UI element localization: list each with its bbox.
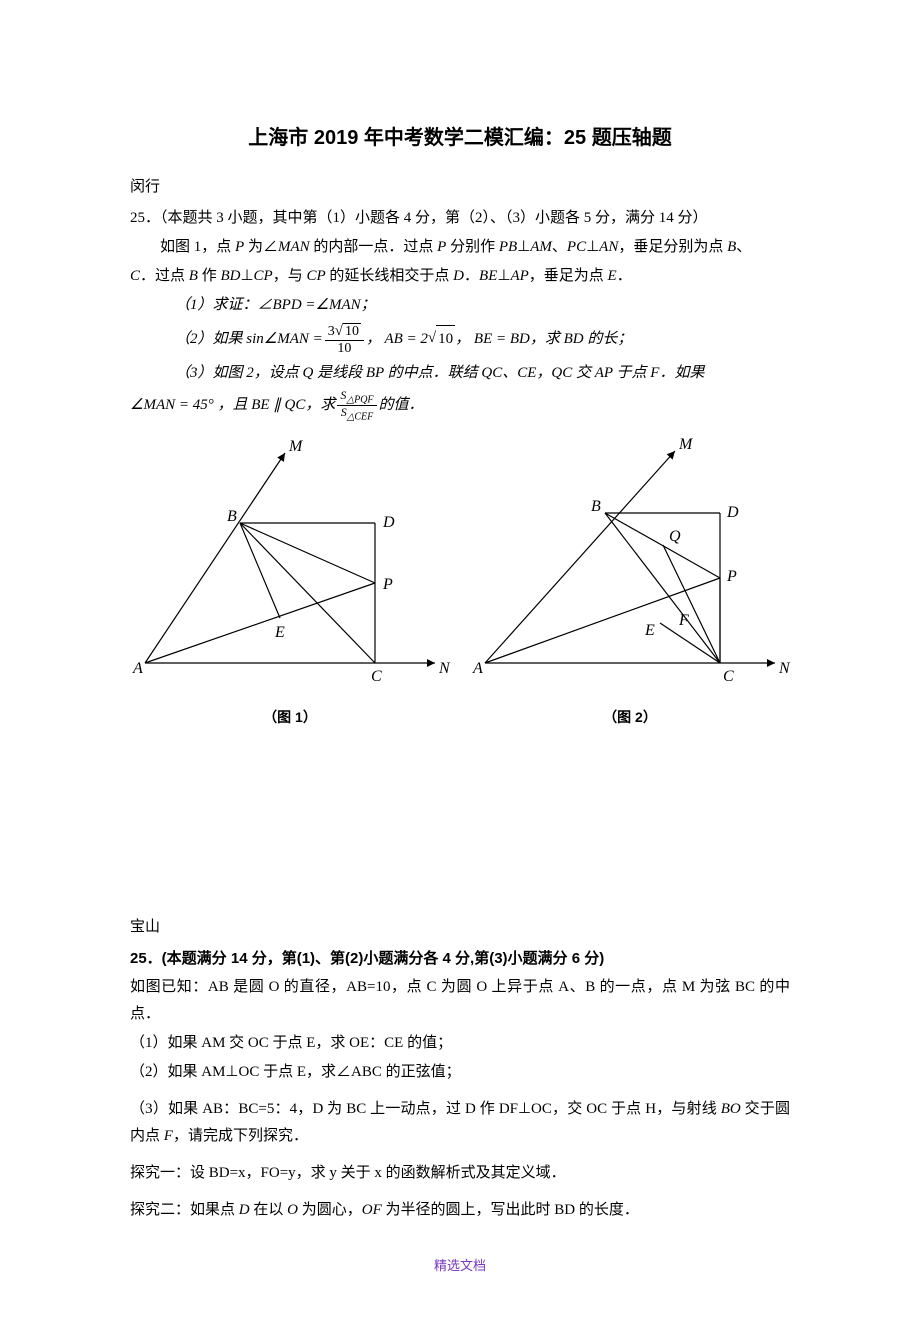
problem1-q1: （1）求证：∠BPD =∠MAN； xyxy=(130,292,790,319)
svg-text:P: P xyxy=(726,568,737,585)
var-an: AN xyxy=(599,239,618,255)
svg-text:M: M xyxy=(678,436,694,453)
explore2-text: 探究二：如果点 D 在以 O 为圆心，OF 为半径的圆上，写出此时 BD 的长度… xyxy=(130,1202,639,1218)
figure-2-svg: A C N P D B M E Q F xyxy=(465,433,795,693)
var-e: E xyxy=(608,268,617,284)
text: 的延长线相交于点 xyxy=(326,268,454,284)
problem1-q3-line2: ∠MAN = 45° ，且 BE ∥ QC，求 S△PQF S△CEF 的值． xyxy=(130,389,790,423)
spacer xyxy=(130,750,790,910)
text: 的内部一点．过点 xyxy=(310,239,438,255)
var-man: MAN xyxy=(278,239,310,255)
q3-end: 的值． xyxy=(379,392,424,419)
problem1-q2: （2）如果 sin∠MAN = 310 10 ， AB = 210 ， BE =… xyxy=(130,323,790,356)
figure-1-caption: （图 1） xyxy=(125,705,455,730)
var-p: P xyxy=(235,239,244,255)
svg-text:D: D xyxy=(382,514,395,531)
text: 为∠ xyxy=(244,239,278,255)
var-b: B xyxy=(727,239,736,255)
svg-text:F: F xyxy=(678,612,689,629)
svg-text:N: N xyxy=(778,660,791,677)
svg-text:C: C xyxy=(371,668,382,685)
svg-text:Q: Q xyxy=(669,528,681,545)
svg-text:E: E xyxy=(274,624,285,641)
perp: ⊥ xyxy=(586,239,599,255)
page-footer: 精选文档 xyxy=(130,1254,790,1277)
svg-text:B: B xyxy=(227,508,237,525)
text: ．过点 xyxy=(140,268,189,284)
text: ，与 xyxy=(273,268,307,284)
q3-prefix: ∠MAN = 45° ，且 BE ∥ QC，求 xyxy=(130,392,335,419)
page-title: 上海市 2019 年中考数学二模汇编：25 题压轴题 xyxy=(130,120,790,156)
sqrt: 10 xyxy=(428,325,455,353)
problem2-explore1: 探究一：设 BD=x，FO=y，求 y 关于 x 的函数解析式及其定义域． xyxy=(130,1160,790,1187)
text: 、 xyxy=(736,239,751,255)
text: ，垂足为点 xyxy=(529,268,608,284)
num-text: 310 xyxy=(328,324,361,339)
perp: ⊥ xyxy=(497,268,510,284)
svg-text:D: D xyxy=(726,504,739,521)
svg-text:P: P xyxy=(382,576,393,593)
document-page: 上海市 2019 年中考数学二模汇编：25 题压轴题 闵行 25．（本题共 3 … xyxy=(0,0,920,1317)
perp: ⊥ xyxy=(240,268,253,284)
var-bd: BD xyxy=(220,268,240,284)
district-label-1: 闵行 xyxy=(130,174,790,201)
svg-text:C: C xyxy=(723,668,734,685)
problem1-intro-line2: C．过点 B 作 BD⊥CP，与 CP 的延长线相交于点 D．BE⊥AP，垂足为… xyxy=(130,263,790,290)
figure-row: ACNPDBME （图 1） ACNPDBMEQF （图 2） xyxy=(130,433,790,730)
var-b: B xyxy=(189,268,198,284)
text: ，垂足分别为点 xyxy=(618,239,727,255)
district-label-2: 宝山 xyxy=(130,914,790,941)
problem2-intro: 如图已知：AB 是圆 O 的直径，AB=10，点 C 为圆 O 上异于点 A、B… xyxy=(130,974,790,1028)
var-p: P xyxy=(437,239,446,255)
figure-1-svg: A C N P D B M E xyxy=(125,433,455,693)
svg-text:A: A xyxy=(132,660,143,677)
text: ． xyxy=(617,268,632,284)
figure-1-block: A C N P D B M E （图 1） xyxy=(125,433,455,730)
var-d: D xyxy=(453,268,464,284)
svg-text:B: B xyxy=(591,498,601,515)
text: 分别作 xyxy=(446,239,499,255)
svg-text:A: A xyxy=(472,660,483,677)
problem2-q2: （2）如果 AM⊥OC 于点 E，求∠ABC 的正弦值； xyxy=(130,1059,790,1086)
var-cp: CP xyxy=(306,268,325,284)
q2-end: ， BE = BD，求 BD 的长； xyxy=(455,326,632,353)
problem2-q1: （1）如果 AM 交 OC 于点 E，求 OE：CE 的值； xyxy=(130,1030,790,1057)
figure-2-block: A C N P D B M E Q F （图 2） xyxy=(465,433,795,730)
svg-text:N: N xyxy=(438,660,451,677)
var-am: AM xyxy=(530,239,552,255)
q2-prefix: （2）如果 sin∠MAN = xyxy=(175,326,323,353)
svg-text:E: E xyxy=(644,622,655,639)
problem1-header: 25．（本题共 3 小题，其中第（1）小题各 4 分，第（2）、（3）小题各 5… xyxy=(130,205,790,232)
text: ． xyxy=(464,268,479,284)
numerator: S△PQF xyxy=(337,389,376,406)
var-pb: PB xyxy=(499,239,517,255)
var-c: C xyxy=(130,268,140,284)
q2-mid: ， AB = 2 xyxy=(366,326,428,353)
fraction: S△PQF S△CEF xyxy=(337,389,376,423)
var-pc: PC xyxy=(567,239,586,255)
figure-2-caption: （图 2） xyxy=(465,705,795,730)
svg-text:M: M xyxy=(288,438,304,455)
denominator: 10 xyxy=(334,341,354,356)
problem1-q3-line1: （3）如图 2，设点 Q 是线段 BP 的中点．联结 QC、CE，QC 交 AP… xyxy=(130,360,790,387)
problem2-q3: （3）如果 AB：BC=5：4，D 为 BC 上一动点，过 D 作 DF⊥OC，… xyxy=(130,1096,790,1150)
text: 如图 1，点 xyxy=(160,239,235,255)
var-cp: CP xyxy=(254,268,273,284)
problem2-explore2: 探究二：如果点 D 在以 O 为圆心，OF 为半径的圆上，写出此时 BD 的长度… xyxy=(130,1197,790,1224)
text: 作 xyxy=(198,268,221,284)
problem2-header: 25．(本题满分 14 分，第(1)、第(2)小题满分各 4 分,第(3)小题满… xyxy=(130,945,790,972)
denominator: S△CEF xyxy=(338,406,377,422)
var-ap: AP xyxy=(510,268,528,284)
numerator: 310 xyxy=(325,323,364,341)
var-be: BE xyxy=(479,268,497,284)
perp: ⊥ xyxy=(517,239,530,255)
text: 、 xyxy=(552,239,567,255)
problem1-intro-line1: 如图 1，点 P 为∠MAN 的内部一点．过点 P 分别作 PB⊥AM、PC⊥A… xyxy=(130,234,790,261)
q3-text: （3）如果 AB：BC=5：4，D 为 BC 上一动点，过 D 作 DF⊥OC，… xyxy=(130,1101,790,1144)
fraction: 310 10 xyxy=(325,323,364,356)
